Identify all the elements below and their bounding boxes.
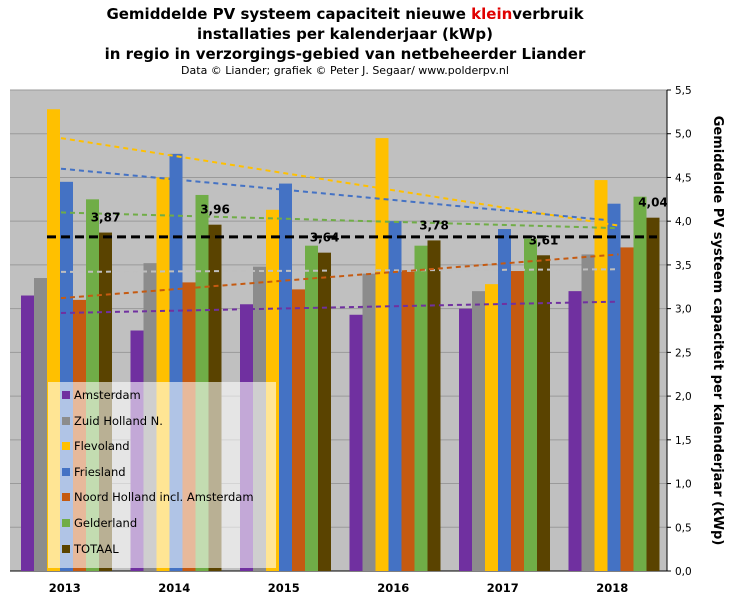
bar xyxy=(401,271,415,571)
bar xyxy=(646,217,660,571)
bar xyxy=(524,238,537,571)
title-highlight: klein xyxy=(471,5,513,23)
legend-swatch xyxy=(62,442,70,451)
bar xyxy=(459,308,472,571)
bar xyxy=(349,314,363,571)
bar xyxy=(633,196,647,571)
bar xyxy=(292,289,305,571)
legend-swatch xyxy=(62,391,70,399)
bar xyxy=(485,284,498,571)
y-tick-label: 3,5 xyxy=(675,260,692,272)
chart-title-line3: in regio in verzorgings-gebied van netbe… xyxy=(104,45,586,63)
data-label: 3,78 xyxy=(419,218,449,232)
chart-title-line1: Gemiddelde PV systeem capaciteit nieuwe … xyxy=(106,5,584,23)
legend-item: Amsterdam xyxy=(62,387,141,403)
legend-item: Zuid Holland N. xyxy=(62,413,163,429)
bar xyxy=(568,291,582,571)
bar xyxy=(581,254,595,571)
y-tick-label: 4,5 xyxy=(675,172,692,184)
bar xyxy=(318,252,331,571)
y-tick-label: 1,5 xyxy=(675,435,692,447)
y-tick-label: 2,5 xyxy=(675,347,692,359)
legend-item: Friesland xyxy=(62,464,126,480)
legend-label: TOTAAL xyxy=(74,541,119,556)
legend-swatch xyxy=(62,493,70,502)
x-tick-label: 2018 xyxy=(596,581,628,595)
trendline xyxy=(60,137,619,227)
trendline xyxy=(60,300,619,315)
data-label: 3,87 xyxy=(91,211,121,225)
bar xyxy=(620,247,634,571)
legend-item: TOTAAL xyxy=(62,541,119,557)
bar xyxy=(414,245,428,571)
bar xyxy=(21,295,34,571)
bar xyxy=(537,255,550,571)
legend-label: Zuid Holland N. xyxy=(74,413,163,428)
legend-label: Flevoland xyxy=(74,439,130,454)
trendline xyxy=(60,211,619,230)
bar xyxy=(34,278,47,571)
legend-label: Amsterdam xyxy=(74,388,141,402)
trendline xyxy=(60,253,619,300)
y-tick-label: 2,0 xyxy=(675,391,692,403)
legend-label: Friesland xyxy=(74,464,126,479)
bar xyxy=(279,183,292,572)
bar xyxy=(305,245,318,571)
y-tick-label: 5,0 xyxy=(675,129,692,141)
bar xyxy=(594,180,608,571)
data-label: 3,96 xyxy=(200,203,230,217)
legend-label: Gelderland xyxy=(74,516,138,530)
bar xyxy=(375,138,389,571)
chart-legend: Amsterdam Zuid Holland N. Flevoland Friesla… xyxy=(48,382,276,568)
x-tick-label: 2015 xyxy=(268,581,300,595)
legend-swatch xyxy=(62,416,70,425)
bar xyxy=(511,271,524,571)
legend-label: Noord Holland incl. Amsterdam xyxy=(74,490,254,505)
y-axis-label: Gemiddelde PV systeem capaciteit per kal… xyxy=(710,116,725,546)
y-tick-label: 0,5 xyxy=(675,522,692,534)
legend-swatch xyxy=(62,519,70,527)
chart-title-line2: installaties per kalenderjaar (kWp) xyxy=(197,25,493,43)
y-tick-label: 1,0 xyxy=(675,479,692,491)
bar xyxy=(472,291,485,571)
data-label: 3,61 xyxy=(529,233,559,247)
x-tick-label: 2014 xyxy=(158,581,190,595)
trendline xyxy=(60,167,619,223)
x-tick-label: 2013 xyxy=(49,581,81,595)
y-tick-label: 5,5 xyxy=(675,85,692,97)
data-label: 3,64 xyxy=(310,231,340,245)
x-tick-label: 2017 xyxy=(487,581,519,595)
bar xyxy=(427,240,441,571)
legend-swatch xyxy=(62,544,70,553)
legend-swatch xyxy=(62,467,70,476)
bar xyxy=(388,221,402,571)
bar xyxy=(362,273,376,571)
bar xyxy=(607,203,621,571)
chart-title-block: Gemiddelde PV systeem capaciteit nieuwe … xyxy=(0,4,690,78)
trendline xyxy=(60,268,619,273)
chart-credit: Data © Liander; grafiek © Peter J. Segaa… xyxy=(181,64,509,77)
legend-item: Gelderland xyxy=(62,515,137,531)
y-tick-label: 0,0 xyxy=(675,566,692,578)
bar xyxy=(498,229,511,571)
legend-item: Flevoland xyxy=(62,438,130,454)
data-label: 4,04 xyxy=(638,196,668,210)
legend-item: Noord Holland incl. Amsterdam xyxy=(62,489,254,505)
x-tick-label: 2016 xyxy=(377,581,409,595)
y-tick-label: 3,0 xyxy=(675,304,692,316)
y-tick-label: 4,0 xyxy=(675,216,692,228)
